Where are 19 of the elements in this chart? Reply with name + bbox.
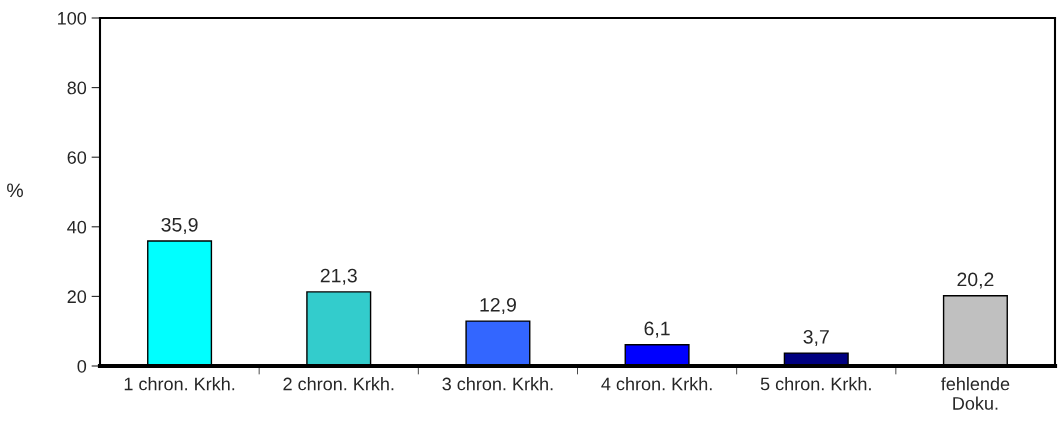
data-label: 6,1 bbox=[644, 321, 670, 338]
y-tick-label: 0 bbox=[77, 359, 87, 373]
y-axis-title: % bbox=[7, 183, 23, 198]
x-tick-label: 5 chron. Krkh. bbox=[760, 377, 871, 391]
y-tick-label: 20 bbox=[67, 290, 87, 304]
y-tick-label: 60 bbox=[67, 151, 87, 164]
data-label: 12,9 bbox=[480, 297, 516, 315]
x-tick-label: 1 chron. Krkh. bbox=[124, 377, 235, 391]
x-tick-label: 2 chron. Krkh. bbox=[283, 377, 394, 391]
y-tick-label: 40 bbox=[67, 220, 87, 234]
x-tick-label: 4 chron. Krkh. bbox=[601, 377, 712, 391]
data-label: 3,7 bbox=[803, 329, 829, 347]
y-tick-label: 80 bbox=[67, 81, 87, 95]
data-label: 20,2 bbox=[957, 272, 994, 289]
x-tick-label: fehlende Doku. bbox=[941, 377, 1010, 410]
data-label: 21,3 bbox=[320, 268, 357, 285]
x-tick-label: 3 chron. Krkh. bbox=[442, 377, 553, 391]
y-tick-label: 100 bbox=[58, 11, 87, 25]
data-label: 35,9 bbox=[161, 217, 198, 234]
